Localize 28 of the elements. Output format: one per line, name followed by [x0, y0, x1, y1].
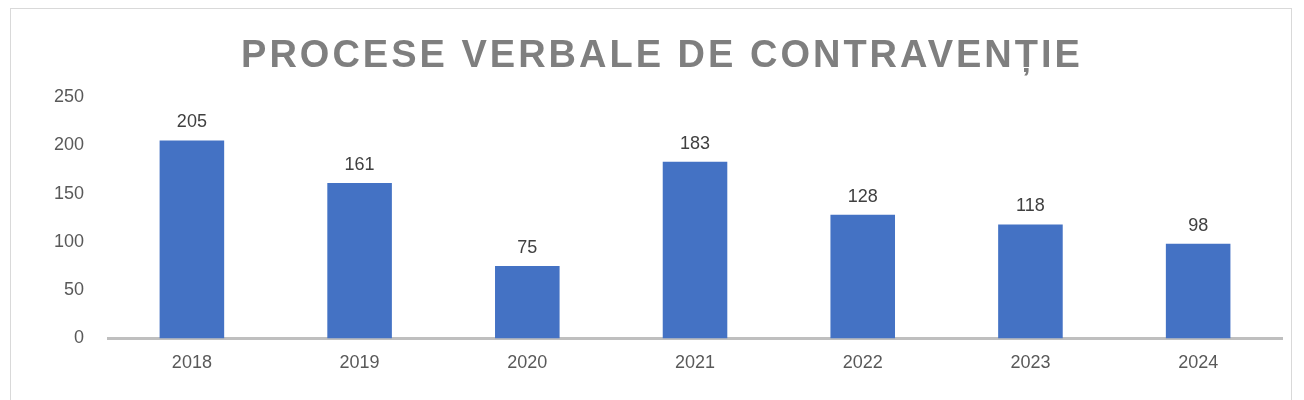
- data-label: 183: [679, 132, 711, 153]
- x-tick-label: 2022: [842, 352, 883, 373]
- y-tick-label: 50: [64, 279, 85, 300]
- y-tick-label: 250: [53, 85, 85, 106]
- data-label: 128: [847, 185, 878, 206]
- x-tick-label: 2020: [507, 352, 548, 373]
- y-tick-label: 0: [74, 327, 85, 348]
- x-tick-label: 2023: [1010, 352, 1051, 373]
- x-tick-label: 2019: [339, 352, 380, 373]
- bar: [1165, 243, 1231, 339]
- bar: [998, 224, 1063, 339]
- y-tick-label: 100: [53, 230, 85, 251]
- data-label: 75: [517, 236, 538, 257]
- bar: [830, 214, 896, 339]
- y-tick-label: 150: [53, 182, 85, 203]
- y-tick-label: 200: [53, 134, 85, 155]
- bar: [159, 140, 225, 339]
- bar: [662, 161, 728, 339]
- bar: [495, 265, 560, 339]
- chart-title: PROCESE VERBALE DE CONTRAVENȚIE: [241, 33, 1083, 77]
- data-label: 118: [1016, 195, 1045, 216]
- bar: [327, 182, 392, 339]
- data-label: 98: [1188, 214, 1209, 235]
- x-tick-label: 2024: [1178, 352, 1219, 373]
- x-tick-label: 2018: [171, 352, 212, 373]
- x-tick-label: 2021: [674, 352, 716, 373]
- data-label: 205: [176, 111, 207, 132]
- data-label: 161: [344, 153, 375, 174]
